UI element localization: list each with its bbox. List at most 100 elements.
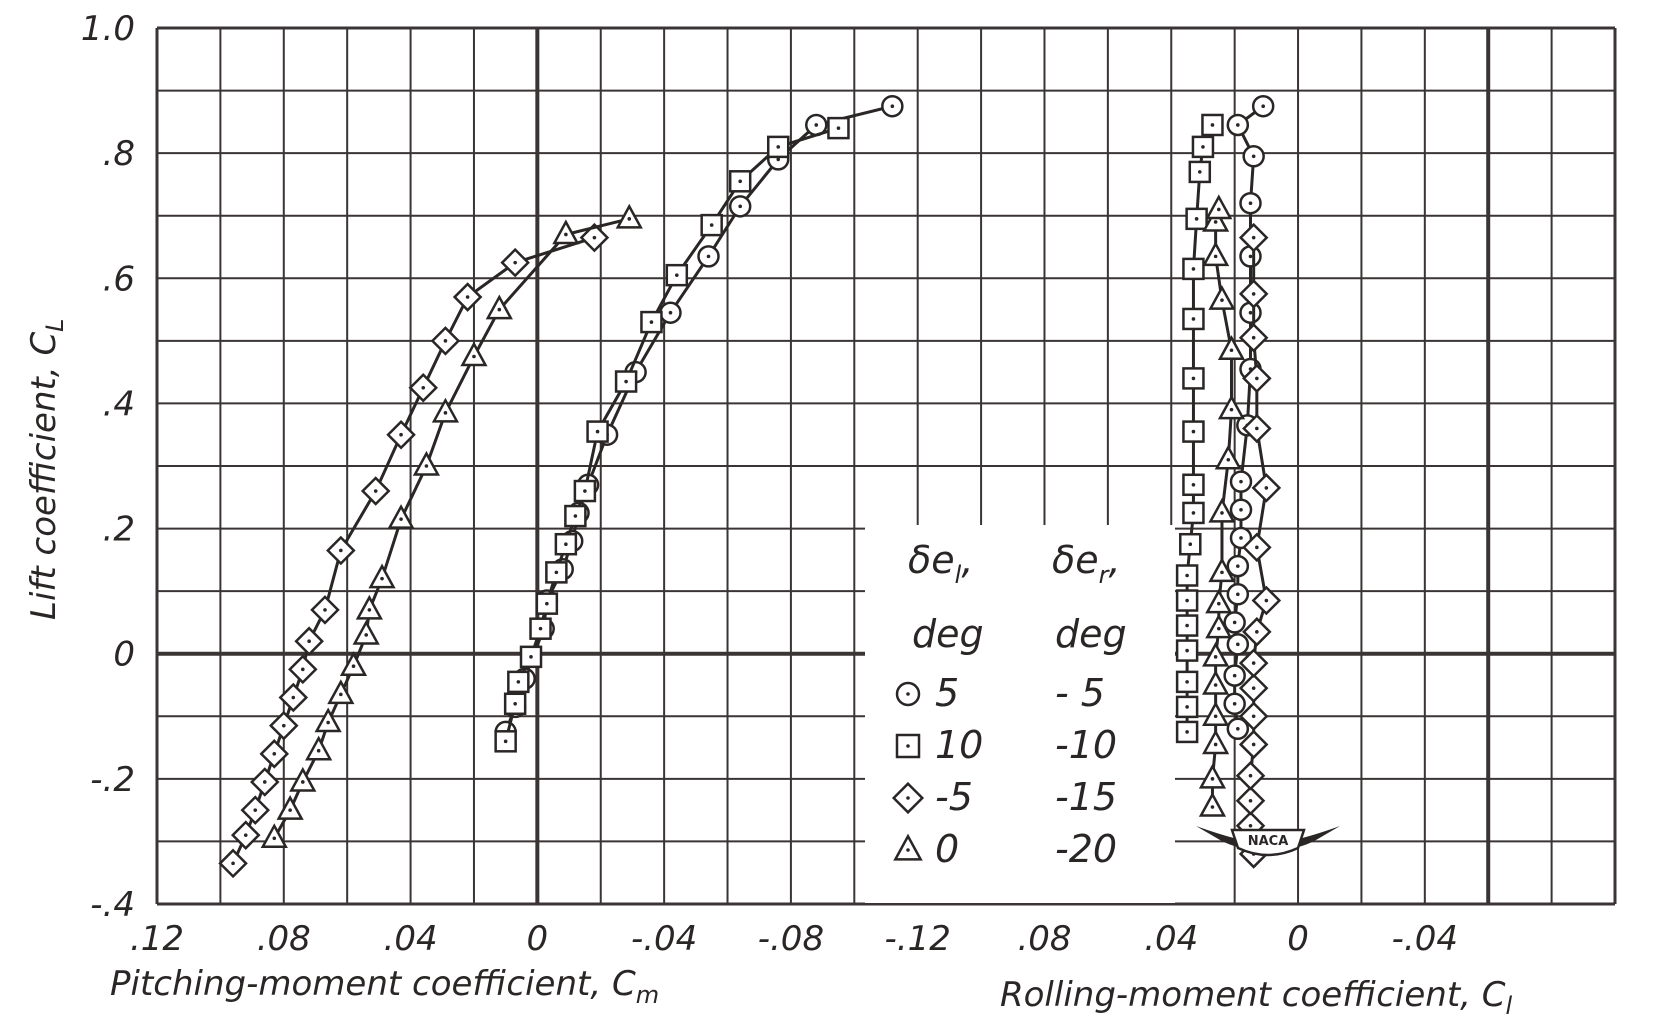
marker-center-dot: [1191, 267, 1196, 271]
marker-center-dot: [364, 633, 368, 637]
marker-center-dot: [281, 723, 286, 728]
marker-center-dot: [339, 692, 343, 697]
triangle-marker: [1202, 241, 1230, 267]
marker-center-dot: [1191, 482, 1196, 487]
marker-center-dot: [1248, 254, 1253, 259]
triangle-marker: [615, 203, 643, 229]
triangle-marker: [460, 341, 488, 367]
marker-center-dot: [1220, 570, 1224, 575]
marker-center-dot: [307, 639, 311, 643]
marker-center-dot: [624, 379, 628, 384]
marker-center-dot: [814, 123, 819, 127]
triangle-marker: [339, 651, 368, 676]
marker-center-dot: [1236, 642, 1240, 647]
marker-center-dot: [1239, 479, 1243, 484]
marker-center-dot: [890, 104, 895, 109]
marker-center-dot: [1210, 805, 1215, 809]
marker-center-dot: [301, 780, 305, 784]
marker-center-dot: [1191, 511, 1196, 515]
marker-center-dot: [776, 157, 781, 162]
triangle-marker: [355, 594, 383, 620]
legend-row-left-value: -5: [935, 775, 973, 819]
rolling-moment-series: [1175, 94, 1282, 869]
series-line-circle: [504, 104, 893, 733]
marker-center-dot: [380, 576, 384, 581]
marker-center-dot: [1213, 220, 1218, 224]
legend-rows: 5 - 5 10 -10 -5 -15 0 -20: [891, 671, 1117, 871]
marker-center-dot: [1251, 235, 1256, 240]
marker-center-dot: [1229, 348, 1234, 353]
triangle-marker: [1202, 641, 1230, 667]
marker-center-dot: [516, 680, 521, 684]
triangle-marker: [1217, 394, 1246, 420]
legend-row-left-value: 0: [935, 827, 959, 871]
marker-center-dot: [323, 608, 327, 612]
marker-center-dot: [1236, 564, 1240, 568]
marker-center-dot: [1251, 335, 1256, 340]
triangle-marker: [314, 707, 342, 733]
triangle-marker: [1217, 335, 1246, 360]
marker-center-dot: [1210, 123, 1215, 127]
marker-center-dot: [738, 204, 742, 209]
marker-center-dot: [529, 655, 533, 659]
legend-row-right-value: -10: [1055, 723, 1117, 767]
marker-center-dot: [1185, 680, 1189, 684]
marker-center-dot: [1264, 486, 1269, 490]
marker-center-dot: [1255, 630, 1259, 634]
naca-logo: NACA: [1196, 826, 1340, 857]
marker-center-dot: [399, 432, 403, 437]
marker-center-dot: [583, 489, 587, 493]
y-axis-title: Lift coefficient, CL: [24, 318, 69, 620]
triangle-marker: [412, 450, 441, 476]
marker-center-dot: [1255, 426, 1259, 431]
x-axis-title-pitching: Pitching-moment coefficient, Cm: [110, 964, 659, 1009]
marker-center-dot: [373, 489, 378, 493]
triangle-marker: [1198, 791, 1227, 817]
triangle-marker: [485, 294, 513, 320]
legend-row-left-value: 10: [935, 723, 983, 767]
marker-center-dot: [1191, 429, 1196, 434]
marker-center-dot: [1251, 714, 1256, 719]
marker-center-dot: [627, 217, 632, 221]
marker-center-dot: [1251, 154, 1256, 159]
marker-center-dot: [709, 223, 714, 227]
legend-header-right: δer,: [1052, 538, 1121, 589]
marker-center-dot: [1188, 542, 1193, 547]
y-tick-label: -.2: [90, 760, 135, 800]
marker-center-dot: [1236, 727, 1240, 731]
marker-center-dot: [1217, 601, 1221, 606]
marker-center-dot: [906, 848, 910, 852]
marker-center-dot: [1213, 742, 1218, 747]
marker-center-dot: [1248, 823, 1253, 828]
triangle-marker: [431, 397, 460, 423]
x-tick-label: -.04: [1392, 919, 1458, 959]
marker-center-dot: [1236, 123, 1240, 127]
logo-text: NACA: [1248, 834, 1289, 849]
marker-center-dot: [538, 626, 543, 631]
legend-unit-right: deg: [1055, 612, 1127, 656]
marker-center-dot: [1255, 376, 1259, 381]
marker-center-dot: [1191, 317, 1196, 321]
x-tick-label: 0: [1287, 919, 1309, 959]
marker-center-dot: [1232, 701, 1237, 706]
marker-center-dot: [231, 861, 235, 866]
triangle-marker: [1198, 763, 1227, 789]
marker-center-dot: [301, 667, 305, 672]
marker-center-dot: [668, 310, 673, 315]
x-tick-label: -.04: [631, 919, 697, 959]
marker-center-dot: [243, 833, 248, 837]
marker-center-dot: [1185, 598, 1189, 603]
marker-center-dot: [906, 692, 910, 696]
triangle-marker: [1202, 206, 1230, 232]
y-tick-label: 0: [113, 635, 135, 675]
triangle-marker: [1208, 285, 1236, 310]
marker-center-dot: [1248, 201, 1253, 205]
marker-center-dot: [291, 695, 296, 700]
marker-center-dot: [503, 739, 508, 744]
y-tick-label: 1.0: [81, 9, 135, 49]
marker-center-dot: [399, 517, 403, 521]
y-tick-label: -.4: [90, 885, 135, 925]
marker-center-dot: [1220, 298, 1224, 302]
marker-center-dot: [545, 601, 549, 606]
